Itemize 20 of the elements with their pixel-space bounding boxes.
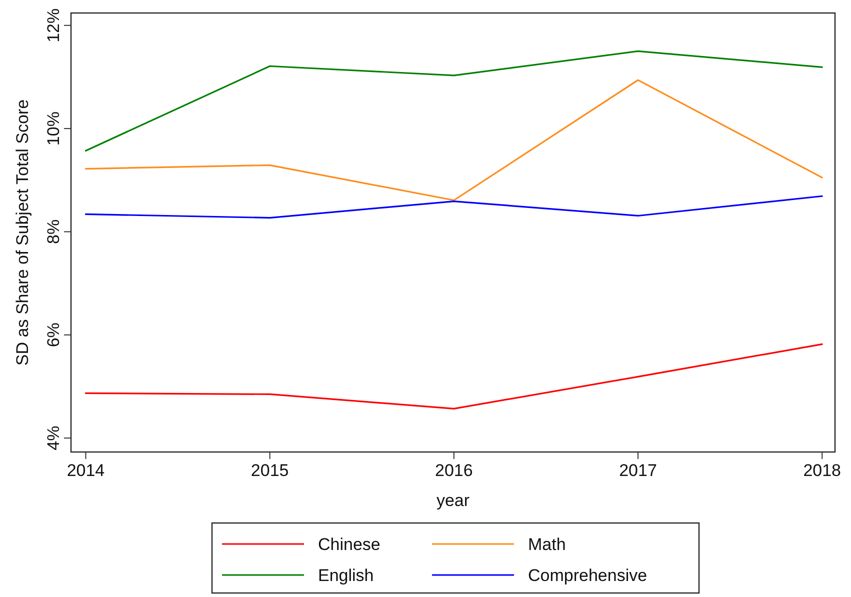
y-tick-label: 10% — [44, 112, 63, 146]
y-tick-label: 8% — [44, 219, 63, 244]
x-tick-label: 2016 — [435, 461, 473, 480]
y-axis-title: SD as Share of Subject Total Score — [13, 99, 32, 366]
line-series — [84, 50, 823, 152]
x-tick-label: 2017 — [619, 461, 657, 480]
line-series — [84, 195, 823, 219]
line-series — [84, 343, 823, 410]
x-axis-title: year — [436, 491, 470, 510]
y-tick-label: 6% — [44, 322, 63, 348]
y-tick-label: 4% — [44, 426, 63, 450]
x-tick-label: 2014 — [66, 461, 105, 480]
x-tick-label: 2018 — [803, 461, 842, 480]
line-series — [84, 79, 823, 202]
legend-label: Math — [528, 535, 566, 554]
legend-label: English — [318, 566, 374, 585]
y-tick-label: 12% — [44, 8, 63, 42]
x-tick-label: 2015 — [250, 461, 289, 480]
legend-label: Chinese — [318, 535, 380, 554]
legend-label: Comprehensive — [528, 566, 648, 585]
